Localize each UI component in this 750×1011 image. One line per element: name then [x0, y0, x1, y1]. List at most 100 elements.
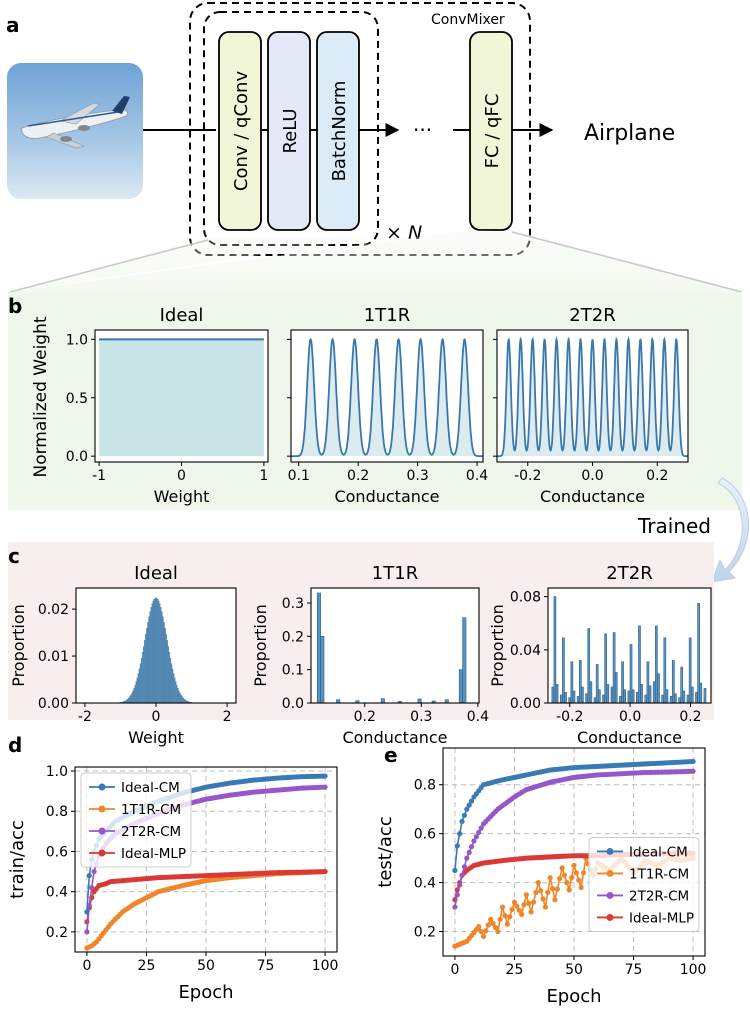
histogram-bar: [320, 636, 325, 704]
accuracy-ytick-label: 1.0: [46, 764, 68, 780]
legend-marker: [606, 891, 614, 899]
histogram-bar: [157, 600, 160, 704]
trained-curved-arrow: [711, 477, 749, 583]
histogram-bar: [644, 694, 648, 704]
panel-b-xtick-label: 0.0: [581, 468, 603, 484]
series-point: [322, 784, 328, 790]
fc-block-label: FC / qFC: [482, 94, 503, 169]
histogram-bar: [572, 690, 576, 704]
accuracy-ylabel: train/acc: [7, 820, 28, 899]
histogram-bar: [610, 686, 614, 704]
series-point: [533, 889, 539, 895]
series-point: [566, 887, 572, 893]
series-point: [464, 806, 470, 812]
panel-c-ylabel: Proportion: [9, 604, 28, 687]
histogram-bar: [595, 664, 599, 704]
series-point: [459, 872, 465, 878]
accuracy-ytick-label: 0.6: [414, 827, 436, 843]
panel-b-ytick-label: 0.0: [66, 449, 88, 465]
series-point: [480, 933, 487, 940]
histogram-bar: [171, 668, 174, 704]
legend-marker: [606, 847, 614, 855]
series-point: [454, 892, 460, 898]
histogram-bar: [636, 692, 639, 704]
series-point: [485, 922, 491, 928]
accuracy-ytick-label: 0.8: [414, 778, 436, 794]
histogram-bar: [177, 688, 179, 704]
series-point: [476, 924, 482, 930]
series-point: [690, 758, 696, 765]
series-point: [476, 829, 482, 836]
histogram-bar: [688, 637, 692, 704]
accuracy-xtick-label: 50: [565, 962, 583, 978]
series-point: [552, 897, 558, 903]
legend-label: Ideal-CM: [121, 780, 180, 796]
series-point: [464, 855, 470, 861]
series-point: [571, 862, 577, 869]
panel-b-xtick-label: 0.1: [288, 468, 310, 484]
histogram-bar: [458, 669, 463, 704]
histogram-bar: [589, 681, 593, 704]
histogram-bar: [175, 681, 177, 704]
series-point: [488, 916, 494, 922]
series-point: [473, 834, 479, 840]
ellipsis: ···: [413, 118, 432, 142]
series-point: [91, 868, 97, 875]
histogram-bar: [133, 688, 135, 704]
panel-c-ytick-label: 0.00: [38, 696, 69, 712]
histogram-bar: [612, 632, 616, 704]
histogram-bar: [181, 696, 183, 704]
panel-b-title: 2T2R: [569, 305, 615, 326]
accuracy-xlabel: Epoch: [546, 986, 601, 1007]
panel-a-label: a: [6, 13, 20, 37]
histogram-bar: [316, 592, 321, 704]
histogram-bar: [176, 685, 178, 704]
panel-c-xtick-label: 0.3: [410, 709, 432, 725]
accuracy-ytick-label: 0.8: [46, 804, 68, 820]
histogram-bar: [597, 689, 601, 704]
series-point: [457, 831, 463, 837]
histogram-bar: [602, 694, 605, 704]
histogram-bar: [172, 673, 175, 704]
plot-background: [548, 588, 711, 703]
histogram-bar: [690, 686, 694, 704]
histogram-bar: [674, 693, 677, 704]
histogram-bar: [587, 628, 591, 704]
histogram-bar: [568, 697, 572, 704]
panel-c-ytick-label: 0.04: [510, 643, 541, 659]
series-point: [492, 924, 498, 931]
series-point: [569, 875, 575, 881]
panel-c: c Ideal-2 0 2Weight0.000.010.02Proportion …: [8, 542, 714, 747]
histogram-bar: [131, 693, 133, 704]
series-point: [483, 928, 489, 934]
panel-b-xlabel: Conductance: [334, 487, 439, 506]
histogram-bar: [640, 684, 643, 704]
histogram-bar: [652, 681, 656, 704]
histogram-bar: [562, 637, 565, 704]
series-point: [84, 929, 90, 935]
panel-b-xtick-label: 0.3: [406, 468, 428, 484]
histogram-bar: [183, 698, 185, 704]
convmixer-label: ConvMixer: [431, 12, 505, 28]
panel-b-title: Ideal: [160, 305, 204, 326]
histogram-bar: [614, 672, 618, 704]
accuracy-ytick-label: 0.4: [46, 885, 68, 901]
panel-c-2t2r-plot: 2T2R -0.2 0.0 0.2 Conductance 0.00 0.04 0.08Pro…: [488, 563, 712, 747]
series-point: [454, 843, 460, 849]
histogram-bar: [162, 616, 164, 704]
histogram-bar: [127, 698, 129, 704]
panel-b-ytick-label: 0.5: [66, 391, 88, 407]
panel-c-xtick-label: 0.2: [354, 709, 376, 725]
panel-c-xtick-label: -0.2: [556, 709, 583, 725]
legend-marker: [606, 869, 614, 877]
accuracy-xtick-label: 50: [197, 958, 215, 974]
panel-c-ylabel: Proportion: [488, 604, 507, 687]
legend-box: [80, 772, 192, 868]
panel-b-label: b: [8, 294, 22, 318]
panel-b-xtick-label: 0: [177, 468, 186, 484]
panel-c-ytick-label: 0.02: [38, 602, 69, 618]
accuracy-xtick-label: 75: [625, 962, 643, 978]
accuracy-xtick-label: 100: [680, 962, 707, 978]
panel-b-ylabel: Normalized Weight: [31, 316, 51, 477]
panel-c-ytick-label: 0.3: [282, 596, 304, 612]
